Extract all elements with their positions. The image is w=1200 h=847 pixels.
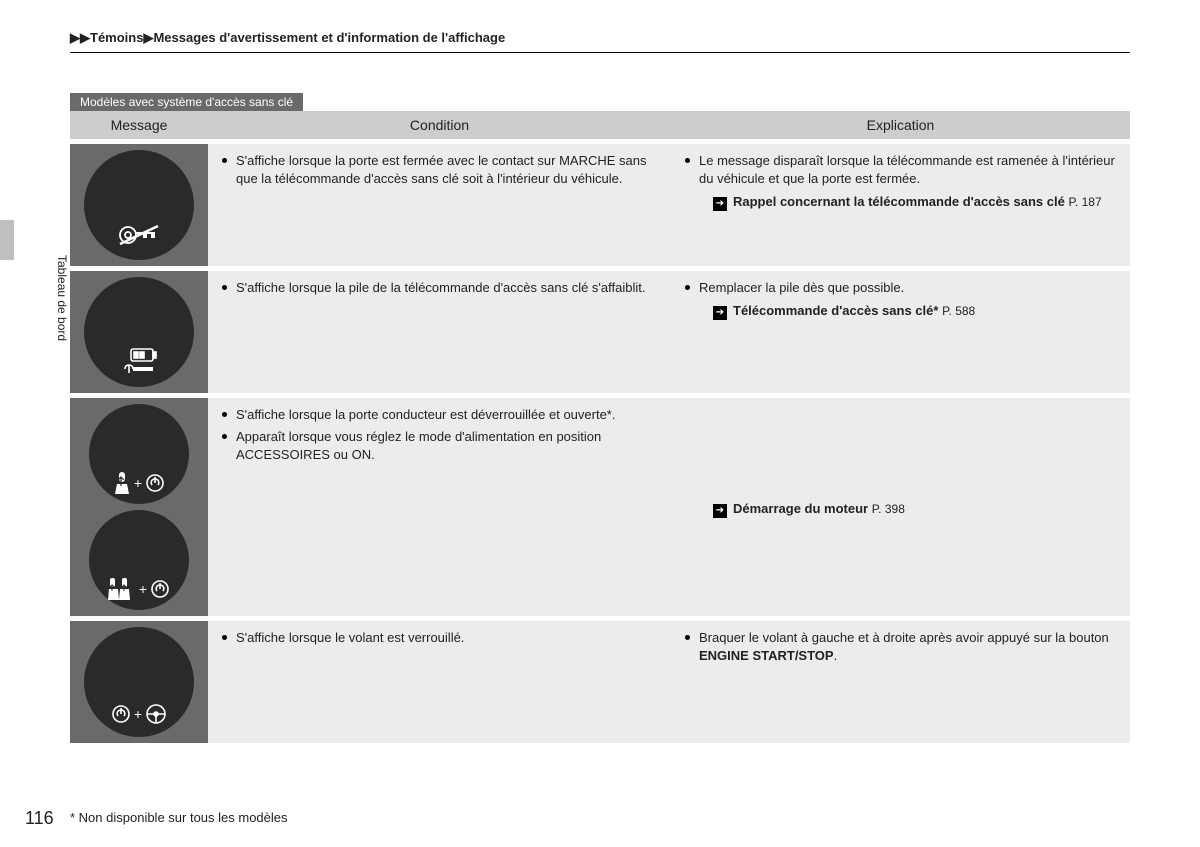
divider — [70, 52, 1130, 53]
table-row: + S'affiche lorsque le volant est verrou… — [70, 619, 1130, 744]
start-button-icon — [150, 579, 170, 599]
explanation-item: Le message disparaît lorsque la télécomm… — [683, 152, 1118, 188]
condition-item: S'affiche lorsque le volant est verrouil… — [220, 629, 659, 647]
reference-page: P. 398 — [872, 502, 905, 516]
condition-item: S'affiche lorsque la pile de la télécomm… — [220, 279, 659, 297]
condition-cell: S'affiche lorsque la pile de la télécomm… — [208, 269, 671, 396]
table-row: + + — [70, 396, 1130, 619]
condition-item: Apparaît lorsque vous réglez le mode d'a… — [220, 428, 659, 464]
key-not-detected-icon — [117, 222, 161, 248]
breadcrumb-item: Témoins — [90, 30, 143, 45]
condition-cell: S'affiche lorsque la porte conducteur es… — [208, 396, 671, 619]
plus-icon: + — [139, 581, 147, 597]
message-indicator-cell — [70, 142, 208, 269]
indicator-display — [84, 277, 194, 387]
message-indicator-cell: + + — [70, 396, 208, 619]
steering-wheel-icon — [145, 703, 167, 725]
explanation-cell: Démarrage du moteur P. 398 — [671, 396, 1130, 619]
reference-page: P. 187 — [1068, 195, 1101, 209]
explanation-item: Braquer le volant à gauche et à droite a… — [683, 629, 1118, 665]
plus-icon: + — [134, 706, 142, 722]
start-button-icon — [111, 704, 131, 724]
table-row: S'affiche lorsque la porte est fermée av… — [70, 142, 1130, 269]
start-button-icon — [145, 473, 165, 493]
breadcrumb-sep: ▶▶ — [70, 30, 90, 45]
indicator-display: + — [89, 510, 189, 610]
reference-title: Télécommande d'accès sans clé* — [733, 303, 938, 318]
breadcrumb-sep: ▶ — [143, 30, 153, 45]
model-badge: Modèles avec système d'accès sans clé — [70, 93, 303, 111]
key-low-battery-icon — [119, 347, 159, 375]
condition-item: S'affiche lorsque la porte conducteur es… — [220, 406, 659, 424]
indicator-display — [84, 150, 194, 260]
reference-title: Démarrage du moteur — [733, 501, 868, 516]
breadcrumb: ▶▶Témoins▶Messages d'avertissement et d'… — [70, 30, 1130, 46]
condition-cell: S'affiche lorsque la porte est fermée av… — [208, 142, 671, 269]
column-header-message: Message — [70, 111, 208, 142]
page-reference: Télécommande d'accès sans clé* P. 588 — [683, 301, 1118, 321]
column-header-condition: Condition — [208, 111, 671, 142]
condition-item: S'affiche lorsque la porte est fermée av… — [220, 152, 659, 188]
column-header-explanation: Explication — [671, 111, 1130, 142]
page-reference: Démarrage du moteur P. 398 — [683, 499, 1118, 519]
reference-title: Rappel concernant la télécommande d'accè… — [733, 194, 1065, 209]
message-indicator-cell: + — [70, 619, 208, 744]
footnote: * Non disponible sur tous les modèles — [70, 810, 288, 825]
page-content: ▶▶Témoins▶Messages d'avertissement et d'… — [0, 0, 1200, 763]
reference-page: P. 588 — [942, 304, 975, 318]
foot-clutch-brake-icon — [108, 578, 136, 600]
condition-cell: S'affiche lorsque le volant est verrouil… — [208, 619, 671, 744]
explanation-cell: Remplacer la pile dès que possible. Télé… — [671, 269, 1130, 396]
page-number: 116 — [25, 808, 54, 829]
explanation-cell: Le message disparaît lorsque la télécomm… — [671, 142, 1130, 269]
page-reference: Rappel concernant la télécommande d'accè… — [683, 192, 1118, 212]
indicators-table: Message Condition Explication S'affiche … — [70, 111, 1130, 743]
section-side-tab — [0, 220, 14, 260]
plus-icon: + — [134, 475, 142, 491]
breadcrumb-item: Messages d'avertissement et d'informatio… — [153, 30, 505, 45]
table-row: S'affiche lorsque la pile de la télécomm… — [70, 269, 1130, 396]
explanation-cell: Braquer le volant à gauche et à droite a… — [671, 619, 1130, 744]
explanation-item: Remplacer la pile dès que possible. — [683, 279, 1118, 297]
section-side-label: Tableau de bord — [55, 255, 69, 341]
indicator-display: + — [84, 627, 194, 737]
foot-brake-icon — [113, 472, 131, 494]
message-indicator-cell — [70, 269, 208, 396]
indicator-display: + — [89, 404, 189, 504]
